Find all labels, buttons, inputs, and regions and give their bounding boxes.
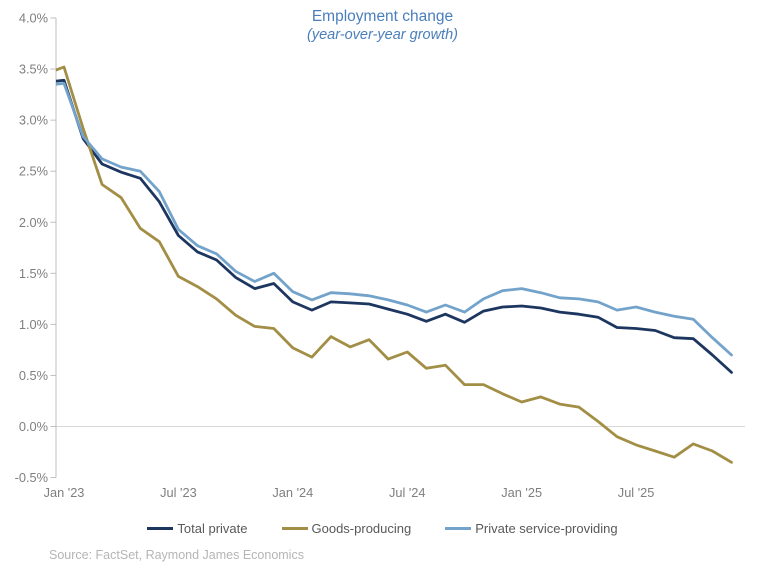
y-axis-label: 3.5% — [19, 62, 48, 77]
x-axis-label: Jan '24 — [272, 485, 313, 500]
goods-producing-line-swatch — [281, 527, 308, 530]
total-private-line-swatch — [147, 527, 174, 530]
x-axis-label: Jan '25 — [501, 485, 542, 500]
y-axis-label: 2.5% — [19, 164, 48, 179]
series-line-private-service-providing — [56, 82, 733, 357]
series-line-goods-producing — [56, 65, 733, 464]
legend-label-goods-producing: Goods-producing — [311, 521, 412, 536]
legend-item-private-service: Private service-providing — [445, 521, 618, 536]
y-axis-label: 1.0% — [19, 317, 48, 332]
source-note: Source: FactSet, Raymond James Economics — [49, 548, 304, 562]
series-line-total-private — [56, 78, 733, 374]
private-service-line-swatch — [445, 527, 472, 530]
y-axis-label: 0.5% — [19, 368, 48, 383]
legend-label-total-private: Total private — [177, 521, 248, 536]
x-axis-label: Jul '24 — [389, 485, 426, 500]
legend-item-goods-producing: Goods-producing — [281, 521, 412, 536]
y-axis-label: 4.0% — [19, 11, 48, 26]
x-axis-label: Jul '25 — [618, 485, 655, 500]
y-axis-label: -0.5% — [15, 470, 48, 485]
x-axis-label: Jan '23 — [44, 485, 85, 500]
x-axis-label: Jul '23 — [160, 485, 197, 500]
y-axis-label: 3.0% — [19, 113, 48, 128]
legend-label-private-service: Private service-providing — [475, 521, 618, 536]
y-axis-label: 1.5% — [19, 266, 48, 281]
y-axis-label: 2.0% — [19, 215, 48, 230]
chart-legend: Total private Goods-producing Private se… — [0, 521, 765, 536]
y-axis-label: 0.0% — [19, 419, 48, 434]
legend-item-total-private: Total private — [147, 521, 248, 536]
